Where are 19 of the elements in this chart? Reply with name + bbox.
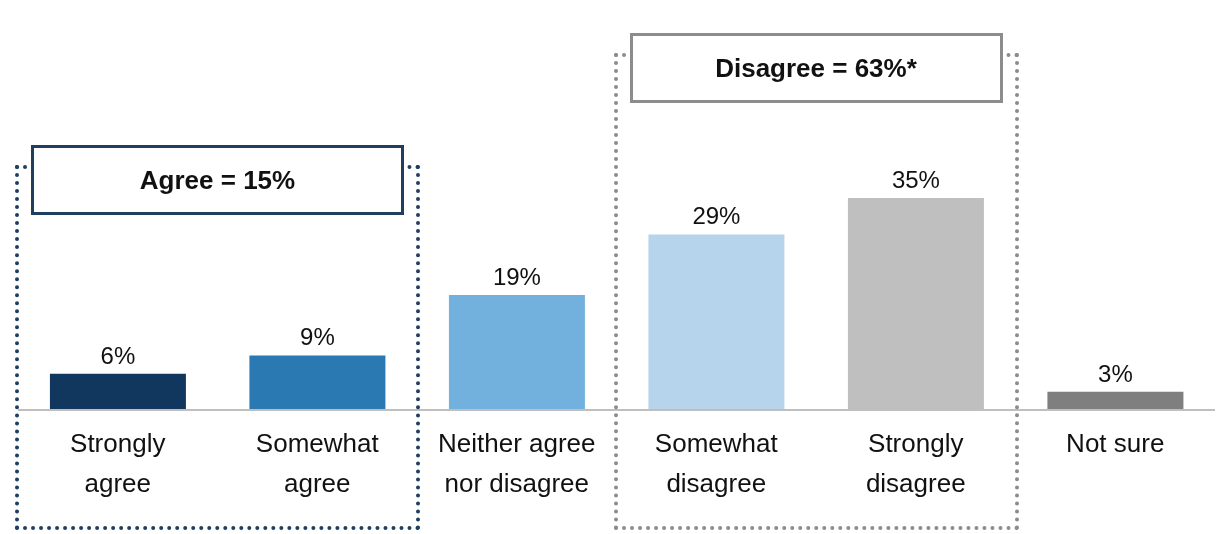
bar [648, 234, 785, 410]
x-tick-label: Not sure [1066, 428, 1165, 458]
data-label: 19% [492, 262, 541, 290]
data-label: 9% [300, 323, 335, 351]
text-box: Agree = 15% [31, 145, 404, 216]
x-tick-label: Neither agree nor disagree [437, 428, 596, 498]
data-label: 3% [1098, 359, 1133, 387]
data-label: 35% [891, 166, 940, 194]
x-tick-label: Somewhat agree [255, 428, 380, 498]
data-label: 6% [100, 341, 136, 369]
bar [1047, 391, 1184, 410]
bar [49, 373, 186, 410]
x-tick-label: Somewhat disagree [654, 428, 779, 498]
bar [249, 355, 386, 410]
text-box: Disagree = 63%* [629, 33, 1003, 104]
bar [448, 294, 585, 410]
x-tick-label: Strongly disagree [865, 428, 966, 498]
x-tick-label: Strongly agree [70, 428, 166, 498]
data-label: 29% [692, 202, 741, 230]
